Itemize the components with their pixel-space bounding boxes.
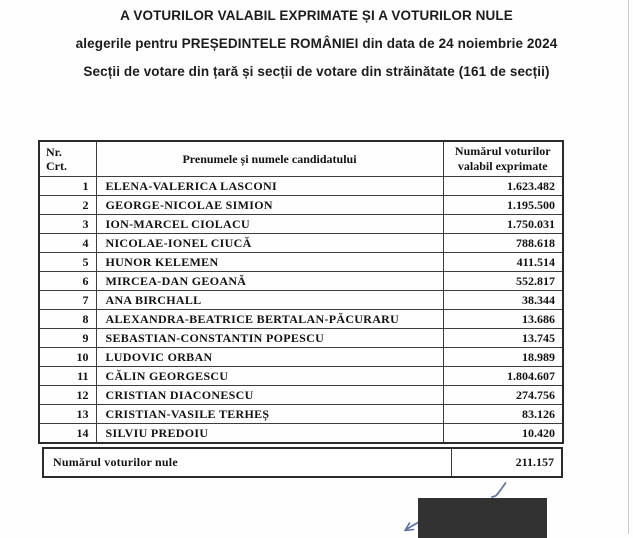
cell-row-number: 7	[38, 290, 97, 310]
table-row: 5 HUNOR KELEMEN 411.514	[38, 252, 564, 272]
title-line-2: alegerile pentru PREȘEDINTELE ROMÂNIEI d…	[75, 36, 558, 51]
cell-candidate-name: LUDOVIC ORBAN	[95, 347, 444, 367]
cell-candidate-name: CĂLIN GEORGESCU	[95, 366, 444, 386]
cell-vote-count: 18.989	[442, 347, 564, 367]
cell-row-number: 8	[38, 309, 97, 329]
cell-candidate-name: CRISTIAN DIACONESCU	[95, 385, 444, 405]
cell-candidate-name: HUNOR KELEMEN	[95, 252, 444, 272]
table-row: 4 NICOLAE-IONEL CIUCĂ 788.618	[38, 233, 564, 253]
cell-row-number: 2	[38, 195, 97, 215]
cell-row-number: 1	[38, 176, 97, 196]
header-cell-nr: Nr. Crt.	[38, 140, 97, 177]
table-row: 12 CRISTIAN DIACONESCU 274.756	[38, 385, 564, 405]
cell-candidate-name: ION-MARCEL CIOLACU	[95, 214, 444, 234]
cell-vote-count: 552.817	[442, 271, 564, 291]
results-table: Nr. Crt. Prenumele și numele candidatulu…	[38, 140, 564, 444]
cell-row-number: 11	[38, 366, 97, 386]
table-row: 2 GEORGE-NICOLAE SIMION 1.195.500	[38, 195, 564, 215]
cell-row-number: 13	[38, 404, 97, 424]
cell-candidate-name: ALEXANDRA-BEATRICE BERTALAN-PĂCURARU	[95, 309, 444, 329]
cell-candidate-name: ANA BIRCHALL	[95, 290, 444, 310]
cell-vote-count: 1.750.031	[442, 214, 564, 234]
title-line-1: A VOTURILOR VALABIL EXPRIMATE ȘI A VOTUR…	[120, 8, 513, 23]
cell-candidate-name: SEBASTIAN-CONSTANTIN POPESCU	[95, 328, 444, 348]
cell-vote-count: 83.126	[442, 404, 564, 424]
null-votes-label: Numărul voturilor nule	[44, 449, 452, 476]
cell-row-number: 5	[38, 252, 97, 272]
cell-row-number: 10	[38, 347, 97, 367]
table-row: 11 CĂLIN GEORGESCU 1.804.607	[38, 366, 564, 386]
null-votes-value: 211.157	[515, 455, 554, 469]
pen-tick-mark	[491, 482, 507, 498]
table-header-row: Nr. Crt. Prenumele și numele candidatulu…	[38, 140, 564, 177]
cell-candidate-name: MIRCEA-DAN GEOANĂ	[95, 271, 444, 291]
title-block: A VOTURILOR VALABIL EXPRIMATE ȘI A VOTUR…	[0, 8, 633, 92]
cell-row-number: 14	[38, 423, 97, 444]
table-row: 10 LUDOVIC ORBAN 18.989	[38, 347, 564, 367]
header-nr-line1: Nr.	[46, 145, 62, 159]
table-row: 7 ANA BIRCHALL 38.344	[38, 290, 564, 310]
title-line-3: Secții de votare din țară și secții de v…	[83, 64, 550, 79]
cell-row-number: 12	[38, 385, 97, 405]
table-row: 8 ALEXANDRA-BEATRICE BERTALAN-PĂCURARU 1…	[38, 309, 564, 329]
cell-candidate-name: SILVIU PREDOIU	[95, 423, 444, 444]
header-votes-line2: valabil exprimate	[457, 159, 548, 173]
cell-candidate-name: NICOLAE-IONEL CIUCĂ	[95, 233, 444, 253]
cell-vote-count: 411.514	[442, 252, 564, 272]
table-row: 9 SEBASTIAN-CONSTANTIN POPESCU 13.745	[38, 328, 564, 348]
cell-vote-count: 10.420	[442, 423, 564, 444]
results-table-body: 1 ELENA-VALERICA LASCONI 1.623.482 2 GEO…	[38, 176, 564, 444]
cell-candidate-name: GEORGE-NICOLAE SIMION	[95, 195, 444, 215]
cell-vote-count: 13.686	[442, 309, 564, 329]
cell-vote-count: 1.623.482	[442, 176, 564, 196]
table-row: 3 ION-MARCEL CIOLACU 1.750.031	[38, 214, 564, 234]
header-cell-candidate: Prenumele și numele candidatului	[95, 140, 444, 177]
table-row: 6 MIRCEA-DAN GEOANĂ 552.817	[38, 271, 564, 291]
header-nr-line2: Crt.	[46, 159, 67, 173]
cell-row-number: 4	[38, 233, 97, 253]
table-row: 14 SILVIU PREDOIU 10.420	[38, 423, 564, 444]
cell-vote-count: 13.745	[442, 328, 564, 348]
cell-vote-count: 1.195.500	[442, 195, 564, 215]
header-votes-line1: Numărul voturilor	[454, 144, 551, 158]
table-row: 1 ELENA-VALERICA LASCONI 1.623.482	[38, 176, 564, 196]
redaction-box	[418, 498, 547, 538]
null-votes-box: Numărul voturilor nule 211.157	[42, 447, 563, 478]
cell-vote-count: 1.804.607	[442, 366, 564, 386]
cell-row-number: 9	[38, 328, 97, 348]
cell-vote-count: 788.618	[442, 233, 564, 253]
cell-candidate-name: ELENA-VALERICA LASCONI	[95, 176, 444, 196]
cell-row-number: 6	[38, 271, 97, 291]
page-edge-line	[628, 0, 629, 534]
table-row: 13 CRISTIAN-VASILE TERHEȘ 83.126	[38, 404, 564, 424]
cell-vote-count: 38.344	[442, 290, 564, 310]
header-cell-votes: Numărul voturilor valabil exprimate	[442, 140, 564, 177]
cell-vote-count: 274.756	[442, 385, 564, 405]
cell-row-number: 3	[38, 214, 97, 234]
cell-candidate-name: CRISTIAN-VASILE TERHEȘ	[95, 404, 444, 424]
